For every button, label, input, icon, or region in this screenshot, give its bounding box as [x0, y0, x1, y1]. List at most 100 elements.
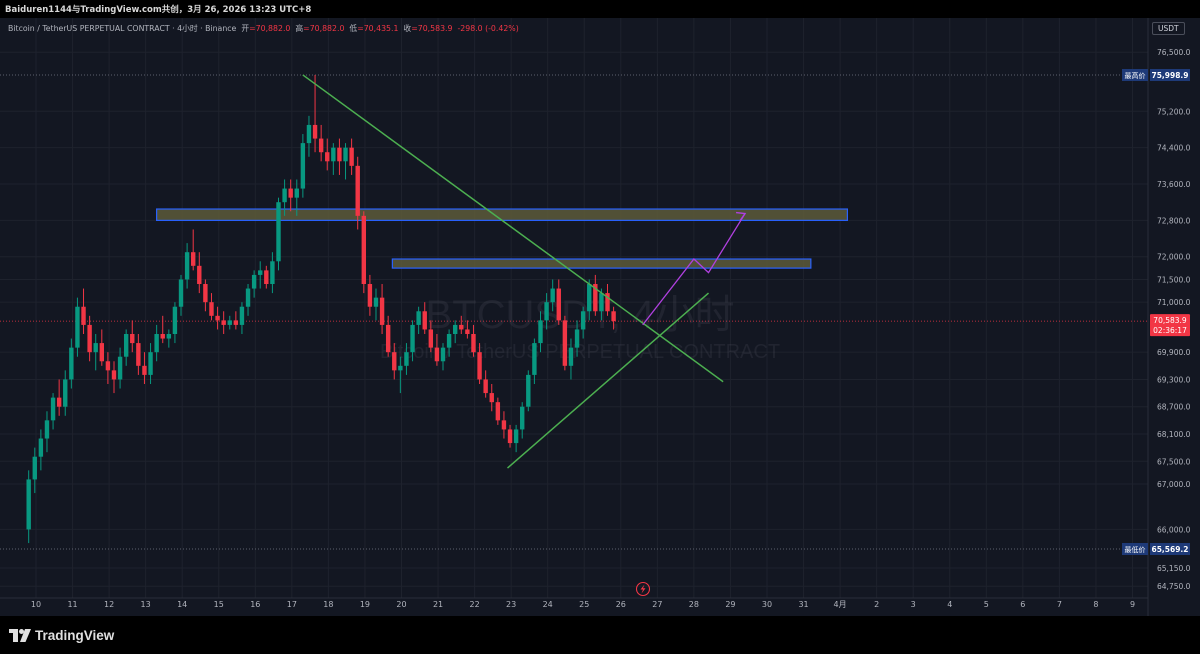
candle-body	[513, 429, 519, 444]
time-tick-label: 24	[543, 600, 553, 609]
candle-body	[520, 406, 525, 430]
candle-body	[99, 343, 105, 362]
candle-body	[465, 329, 470, 334]
candle-body	[428, 329, 434, 348]
price-tick-label: 75,200.0	[1157, 107, 1191, 116]
price-tick-label: 65,150.0	[1157, 564, 1191, 573]
candle-body	[477, 352, 482, 380]
candle-body	[501, 420, 507, 430]
trendlines[interactable]	[302, 74, 747, 469]
candle-body	[385, 324, 391, 353]
close-value: =70,583.9	[411, 24, 453, 33]
candle-body	[532, 343, 537, 375]
candle-body	[184, 252, 190, 280]
time-tick-label: 4月	[834, 600, 847, 609]
candle-body	[87, 324, 92, 353]
open-value: =70,882.0	[249, 24, 291, 33]
candle-body	[459, 324, 464, 330]
candle-body	[251, 274, 257, 289]
time-tick-label: 18	[323, 600, 333, 609]
candle-body	[471, 333, 476, 353]
tradingview-logo-icon	[9, 628, 31, 642]
candle-body	[282, 188, 287, 203]
candle-body	[373, 297, 379, 307]
tradingview-logo[interactable]: TradingView	[9, 627, 114, 643]
low-value: =70,435.1	[357, 24, 399, 33]
candle-body	[123, 333, 129, 357]
low-label: 低	[349, 24, 358, 33]
candle-body	[312, 124, 318, 139]
candle-body	[562, 320, 568, 366]
candle-body	[148, 352, 153, 375]
currency-button[interactable]: USDT	[1152, 22, 1185, 35]
time-tick-label: 10	[31, 600, 41, 609]
price-tick-label: 69,300.0	[1157, 375, 1191, 384]
time-tick-label: 30	[762, 600, 772, 609]
time-tick-label: 4	[947, 600, 952, 609]
candle-body	[105, 361, 111, 371]
time-tick-label: 26	[616, 600, 626, 609]
candle-body	[349, 147, 354, 166]
time-tick-label: 21	[433, 600, 443, 609]
candle-body	[361, 215, 366, 285]
candle-body	[26, 479, 31, 530]
candle-body	[276, 202, 281, 262]
candle-body	[136, 343, 141, 366]
watermark-description: Bitcoin / TetherUS PERPETUAL CONTRACT	[380, 341, 780, 363]
candle-body	[440, 347, 446, 362]
candle-body	[93, 343, 98, 353]
candle-body	[306, 124, 312, 144]
candle-body	[63, 379, 68, 407]
candle-body	[556, 288, 561, 321]
price-tick-label: 64,750.0	[1157, 582, 1191, 591]
candle-body	[288, 188, 293, 198]
candle-body	[410, 324, 415, 353]
candle-body	[331, 147, 336, 162]
symbol-legend: Bitcoin / TetherUS PERPETUAL CONTRACT · …	[8, 23, 519, 34]
price-tick-label: 72,800.0	[1157, 216, 1191, 225]
candle-body	[367, 284, 373, 307]
price-tick-label: 68,700.0	[1157, 403, 1191, 412]
high-label: 高	[295, 24, 304, 33]
time-tick-label: 8	[1093, 600, 1098, 609]
price-labels: 最高价 75,998.9 最低价 65,569.2 70,583.902:36:17	[1122, 69, 1190, 555]
time-tick-label: 15	[214, 600, 224, 609]
price-chart[interactable]: BTCUSDT, 4小时 Bitcoin / TetherUS PERPETUA…	[0, 18, 1200, 616]
price-tick-label: 76,500.0	[1157, 48, 1191, 57]
time-tick-label: 20	[396, 600, 406, 609]
candle-body	[142, 365, 147, 375]
symbol-name: Bitcoin / TetherUS PERPETUAL CONTRACT · …	[8, 24, 237, 33]
candle-body	[203, 284, 208, 303]
candle-body	[160, 333, 165, 339]
candle-body	[44, 420, 50, 439]
candle-body	[446, 333, 452, 348]
current-price-countdown: 02:36:17	[1153, 326, 1187, 335]
resistance-zone	[391, 258, 812, 269]
time-tick-label: 22	[470, 600, 480, 609]
trendline	[302, 74, 724, 383]
time-tick-label: 28	[689, 600, 699, 609]
candle-body	[404, 352, 409, 366]
candle-body	[526, 374, 531, 407]
candle-body	[495, 402, 501, 421]
time-tick-label: 31	[798, 600, 808, 609]
candle-body	[416, 311, 421, 325]
candle-body	[605, 293, 610, 312]
candle-body	[483, 379, 488, 394]
current-price-value: 70,583.9	[1153, 316, 1187, 325]
price-tick-label: 73,600.0	[1157, 180, 1191, 189]
candle-body	[355, 165, 360, 216]
candle-body	[452, 324, 458, 334]
candle-body	[81, 306, 86, 325]
zones[interactable]	[156, 208, 849, 269]
candle-body	[239, 306, 245, 325]
candle-body	[166, 333, 172, 339]
price-tick-label: 67,500.0	[1157, 457, 1191, 466]
candle-body	[233, 320, 239, 325]
extreme-price-tag-label: 最低价	[1125, 545, 1146, 554]
watermark-symbol: BTCUSDT, 4小时	[426, 293, 735, 337]
candle-body	[190, 252, 196, 266]
time-tick-label: 5	[984, 600, 989, 609]
lightning-icon[interactable]	[635, 581, 651, 597]
grid	[0, 18, 1148, 598]
